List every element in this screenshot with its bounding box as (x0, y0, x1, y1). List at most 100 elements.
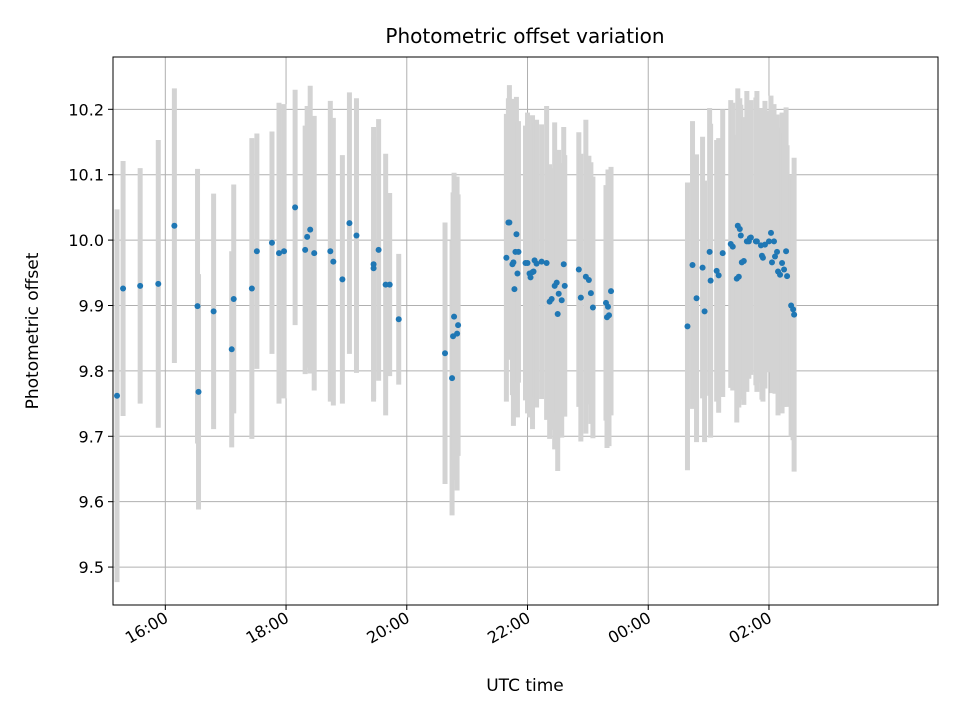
data-point (701, 308, 708, 315)
data-point (715, 272, 722, 279)
data-point (353, 232, 360, 239)
data-point (503, 254, 510, 261)
data-point (684, 323, 691, 330)
data-point (577, 294, 584, 301)
data-point (606, 312, 613, 319)
data-point (768, 259, 775, 266)
data-point (454, 330, 461, 337)
data-point (311, 250, 318, 257)
data-point (268, 239, 275, 246)
data-point (689, 261, 696, 268)
data-point (375, 246, 382, 253)
data-point (511, 286, 518, 293)
chart-title: Photometric offset variation (385, 24, 664, 48)
y-axis-ticks: 9.5 9.6 9.7 9.8 9.9 10.0 10.1 10.2 (68, 100, 113, 577)
data-point (514, 270, 521, 277)
data-points (114, 204, 798, 399)
data-point (765, 238, 772, 245)
y-tick-label: 10.2 (68, 100, 104, 119)
data-point (346, 220, 353, 227)
data-point (589, 304, 596, 311)
data-point (706, 248, 713, 255)
data-point (774, 248, 781, 255)
data-point (515, 248, 522, 255)
y-tick-label: 10.1 (68, 166, 104, 185)
data-point (781, 266, 788, 273)
data-point (455, 322, 462, 329)
data-point (513, 231, 520, 238)
data-point (530, 268, 537, 275)
data-point (548, 295, 555, 302)
data-point (276, 250, 283, 257)
data-point (506, 219, 513, 226)
data-point (543, 259, 550, 266)
data-point (558, 297, 565, 304)
data-point (155, 280, 162, 287)
data-point (553, 279, 560, 286)
data-point (327, 248, 334, 255)
y-tick-label: 9.8 (79, 362, 104, 381)
data-point (449, 375, 456, 382)
data-point (370, 265, 377, 272)
data-point (761, 241, 768, 248)
data-point (307, 226, 314, 233)
x-axis-label: UTC time (486, 676, 564, 696)
y-tick-label: 9.7 (79, 427, 104, 446)
data-point (575, 266, 582, 273)
data-point (736, 225, 743, 232)
y-tick-label: 9.5 (79, 558, 104, 577)
data-point (210, 308, 217, 315)
data-point (533, 260, 540, 267)
data-point (740, 258, 747, 265)
data-point (137, 282, 144, 289)
data-point (386, 281, 393, 288)
data-point (783, 248, 790, 255)
data-point (114, 392, 121, 399)
data-point (330, 258, 337, 265)
data-point (784, 273, 791, 280)
data-point (587, 290, 594, 297)
data-point (777, 271, 784, 278)
data-point (281, 248, 288, 255)
data-point (339, 276, 346, 283)
data-point (735, 273, 742, 280)
y-axis-label: Photometric offset (23, 252, 43, 409)
data-point (560, 261, 567, 268)
y-tick-label: 9.6 (79, 493, 104, 512)
data-point (451, 313, 458, 320)
data-point (771, 238, 778, 245)
data-point (747, 234, 754, 241)
data-point (693, 295, 700, 302)
data-point (767, 229, 774, 236)
data-point (713, 267, 720, 274)
data-point (120, 285, 127, 292)
data-point (194, 303, 201, 310)
data-point (737, 232, 744, 239)
data-point (510, 259, 517, 266)
data-point (527, 274, 534, 281)
data-point (302, 246, 309, 253)
data-point (304, 233, 311, 240)
data-point (779, 259, 786, 266)
data-point (608, 288, 615, 295)
data-point (554, 310, 561, 317)
data-point (707, 277, 714, 284)
data-point (753, 238, 760, 245)
data-point (248, 285, 255, 292)
data-point (729, 243, 736, 250)
data-point (171, 222, 178, 229)
data-point (699, 264, 706, 271)
data-point (772, 253, 779, 260)
data-point (442, 350, 449, 357)
data-point (585, 276, 592, 283)
data-point (524, 259, 531, 266)
y-tick-label: 9.9 (79, 296, 104, 315)
data-point (791, 311, 798, 318)
data-point (228, 346, 235, 353)
plot-frame (112, 56, 939, 606)
data-point (605, 303, 611, 310)
data-point (561, 282, 568, 289)
data-point (395, 316, 402, 323)
